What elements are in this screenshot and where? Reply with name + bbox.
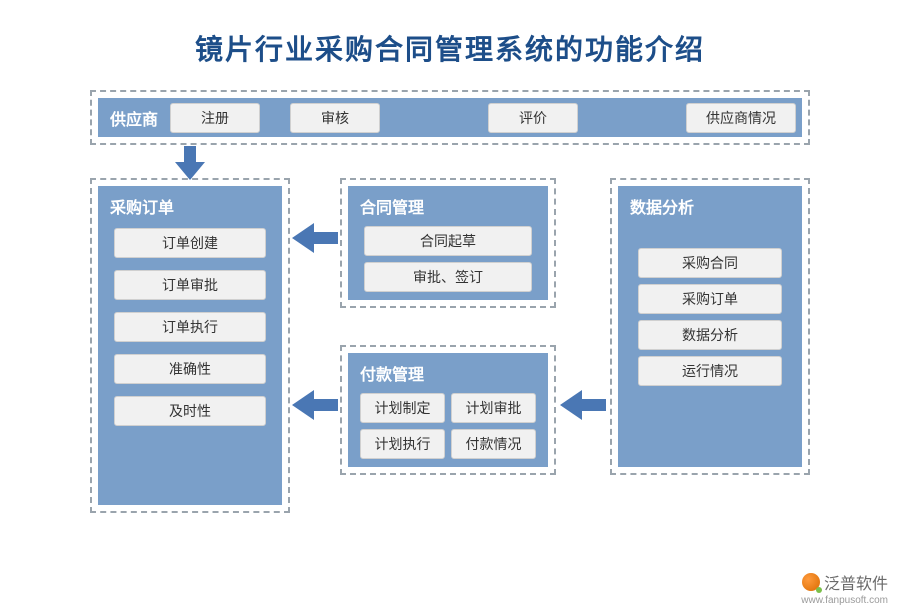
orders-item-create: 订单创建 — [114, 228, 266, 258]
orders-header: 采购订单 — [104, 192, 276, 224]
supplier-panel: 供应商 注册 审核 评价 供应商情况 — [98, 98, 802, 137]
supplier-item-audit: 审核 — [290, 103, 380, 133]
supplier-item-register: 注册 — [170, 103, 260, 133]
analytics-item-analysis: 数据分析 — [638, 320, 782, 350]
diagram-canvas: 供应商 注册 审核 评价 供应商情况 采购订单 订单创建 订单审批 订单执行 准… — [90, 90, 810, 540]
payment-item-approve: 计划审批 — [451, 393, 536, 423]
contract-box: 合同管理 合同起草 审批、签订 — [340, 178, 556, 308]
page-title: 镜片行业采购合同管理系统的功能介绍 — [0, 0, 900, 68]
orders-item-timeliness: 及时性 — [114, 396, 266, 426]
supplier-box: 供应商 注册 审核 评价 供应商情况 — [90, 90, 810, 145]
analytics-item-order: 采购订单 — [638, 284, 782, 314]
orders-item-accuracy: 准确性 — [114, 354, 266, 384]
arrow-supplier-to-orders — [175, 146, 205, 180]
orders-item-approve: 订单审批 — [114, 270, 266, 300]
watermark-icon — [802, 573, 820, 591]
contract-header: 合同管理 — [354, 192, 542, 224]
analytics-box: 数据分析 采购合同 采购订单 数据分析 运行情况 — [610, 178, 810, 475]
arrow-analytics-to-payment — [560, 390, 606, 420]
analytics-panel: 数据分析 采购合同 采购订单 数据分析 运行情况 — [618, 186, 802, 467]
arrow-contract-to-orders — [292, 223, 338, 253]
payment-item-execute: 计划执行 — [360, 429, 445, 459]
payment-panel: 付款管理 计划制定 计划审批 计划执行 付款情况 — [348, 353, 548, 467]
watermark: 泛普软件 www.fanpusoft.com — [802, 570, 888, 594]
payment-header: 付款管理 — [354, 359, 542, 391]
payment-box: 付款管理 计划制定 计划审批 计划执行 付款情况 — [340, 345, 556, 475]
supplier-header: 供应商 — [104, 106, 170, 130]
orders-panel: 采购订单 订单创建 订单审批 订单执行 准确性 及时性 — [98, 186, 282, 505]
orders-item-execute: 订单执行 — [114, 312, 266, 342]
contract-item-sign: 审批、签订 — [364, 262, 532, 292]
analytics-item-runtime: 运行情况 — [638, 356, 782, 386]
contract-panel: 合同管理 合同起草 审批、签订 — [348, 186, 548, 300]
arrow-payment-to-orders — [292, 390, 338, 420]
orders-box: 采购订单 订单创建 订单审批 订单执行 准确性 及时性 — [90, 178, 290, 513]
payment-item-plan: 计划制定 — [360, 393, 445, 423]
watermark-brand: 泛普软件 — [824, 570, 888, 594]
contract-item-draft: 合同起草 — [364, 226, 532, 256]
supplier-item-status: 供应商情况 — [686, 103, 796, 133]
watermark-url: www.fanpusoft.com — [801, 595, 888, 606]
analytics-item-contract: 采购合同 — [638, 248, 782, 278]
supplier-item-evaluate: 评价 — [488, 103, 578, 133]
analytics-header: 数据分析 — [624, 192, 796, 224]
payment-item-status: 付款情况 — [451, 429, 536, 459]
